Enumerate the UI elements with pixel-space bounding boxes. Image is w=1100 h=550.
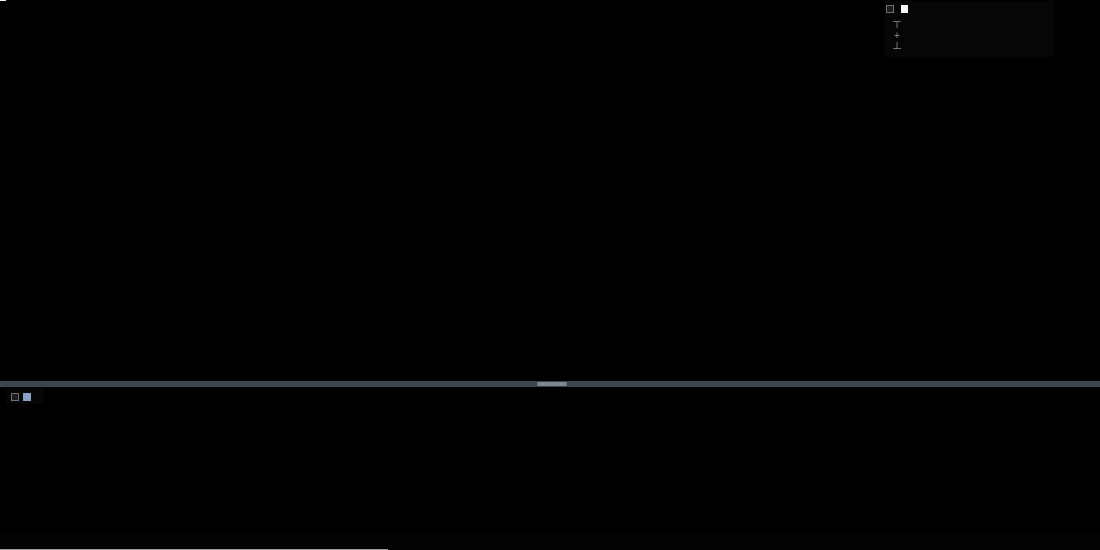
legend-row-average[interactable]: + bbox=[886, 29, 1052, 43]
low-marker-icon: ┴ bbox=[893, 43, 901, 56]
volume-legend[interactable] bbox=[6, 389, 44, 404]
panel-divider bbox=[0, 381, 1100, 387]
annotation-widget-icon[interactable] bbox=[886, 4, 894, 13]
legend-row-low[interactable]: ┴ bbox=[886, 43, 1052, 57]
high-marker-icon: ┬ bbox=[893, 16, 901, 29]
volume-average-axis-badge bbox=[0, 0, 6, 1]
expand-widget-icon[interactable] bbox=[11, 392, 19, 401]
last-price-marker-icon bbox=[900, 4, 908, 13]
price-legend: ┬ + ┴ bbox=[884, 1, 1054, 57]
legend-row-high[interactable]: ┬ bbox=[886, 16, 1052, 30]
average-marker-icon: + bbox=[893, 29, 901, 42]
panel-resize-handle[interactable] bbox=[537, 382, 567, 386]
status-bar bbox=[0, 533, 1100, 550]
legend-row-last-price[interactable] bbox=[886, 2, 1052, 16]
volume-marker-icon bbox=[23, 392, 31, 401]
